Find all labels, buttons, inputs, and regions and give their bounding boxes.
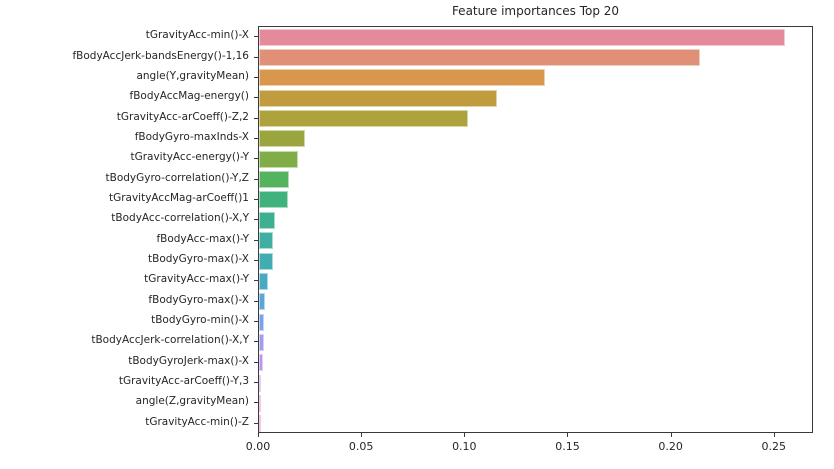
y-tick-label: fBodyAcc-max()-Y bbox=[156, 232, 249, 245]
y-tick-mark bbox=[254, 198, 258, 200]
y-tick-mark bbox=[254, 137, 258, 139]
bar-tGravityAccMag-arCoeff()1 bbox=[259, 191, 288, 209]
bar-fBodyAcc-max()-Y bbox=[259, 232, 274, 250]
x-tick-mark bbox=[464, 433, 466, 437]
x-tick-mark bbox=[773, 433, 775, 437]
bar-tGravityAcc-arCoeff()-Z,2 bbox=[259, 110, 468, 128]
bar-tGravityAcc-energy()-Y bbox=[259, 150, 298, 168]
y-tick-label: tGravityAcc-arCoeff()-Y,3 bbox=[118, 375, 249, 388]
bar-tGravityAcc-min()-Z bbox=[259, 415, 261, 433]
y-tick-mark bbox=[254, 158, 258, 160]
bar-fBodyAccJerk-bandsEnergy()-1,16 bbox=[259, 49, 700, 67]
y-tick-label: tGravityAccMag-arCoeff()1 bbox=[108, 191, 249, 204]
x-tick-label: 0.05 bbox=[348, 440, 374, 453]
bar-tBodyAcc-correlation()-X,Y bbox=[259, 211, 276, 229]
bar-fBodyAccMag-energy() bbox=[259, 89, 497, 107]
y-tick-label: tBodyAcc-correlation()-X,Y bbox=[111, 212, 249, 225]
y-tick-mark bbox=[254, 321, 258, 323]
x-tick-label: 0.20 bbox=[658, 440, 683, 453]
y-tick-mark bbox=[254, 422, 258, 424]
y-tick-mark bbox=[254, 382, 258, 384]
y-tick-label: fBodyAccMag-energy() bbox=[129, 90, 249, 103]
bar-tGravityAcc-min()-X bbox=[259, 28, 785, 46]
x-tick-label: 0.25 bbox=[761, 440, 787, 453]
y-tick-mark bbox=[254, 341, 258, 343]
x-tick-mark bbox=[361, 433, 363, 437]
y-tick-label: angle(Z,gravityMean) bbox=[135, 395, 249, 408]
y-tick-label: angle(Y,gravityMean) bbox=[136, 69, 249, 82]
plot-area bbox=[258, 26, 813, 433]
y-tick-label: tBodyGyroJerk-max()-X bbox=[128, 354, 249, 367]
chart-title: Feature importances Top 20 bbox=[451, 4, 620, 18]
bar-tBodyGyro-correlation()-Y,Z bbox=[259, 171, 290, 189]
bar-tBodyGyro-max()-X bbox=[259, 252, 274, 270]
y-tick-mark bbox=[254, 300, 258, 302]
x-tick-label: 0.15 bbox=[555, 440, 580, 453]
bar-fBodyGyro-maxInds-X bbox=[259, 130, 305, 148]
y-tick-mark bbox=[254, 178, 258, 180]
y-tick-label: tGravityAcc-arCoeff()-Z,2 bbox=[116, 110, 249, 123]
y-tick-mark bbox=[254, 260, 258, 262]
y-tick-label: tGravityAcc-min()-X bbox=[145, 29, 249, 42]
y-tick-mark bbox=[254, 76, 258, 78]
bar-tBodyAccJerk-correlation()-X,Y bbox=[259, 333, 265, 351]
y-tick-label: fBodyAccJerk-bandsEnergy()-1,16 bbox=[72, 49, 249, 62]
y-tick-mark bbox=[254, 402, 258, 404]
y-tick-label: tBodyGyro-correlation()-Y,Z bbox=[105, 171, 250, 184]
x-tick-mark bbox=[258, 433, 259, 437]
bar-tGravityAcc-arCoeff()-Y,3 bbox=[259, 374, 262, 392]
x-tick-label: 0.10 bbox=[452, 440, 477, 453]
y-tick-mark bbox=[254, 56, 258, 58]
y-tick-label: tGravityAcc-min()-Z bbox=[145, 415, 249, 428]
bar-tBodyGyro-min()-X bbox=[259, 313, 265, 331]
y-tick-mark bbox=[254, 97, 258, 99]
y-tick-mark bbox=[254, 117, 258, 119]
x-tick-mark bbox=[567, 433, 569, 437]
y-tick-mark bbox=[254, 280, 258, 282]
y-tick-label: tBodyGyro-max()-X bbox=[148, 253, 249, 266]
y-tick-label: tGravityAcc-max()-Y bbox=[144, 273, 249, 286]
y-tick-mark bbox=[254, 219, 258, 221]
y-tick-label: fBodyGyro-maxInds-X bbox=[134, 130, 249, 143]
y-tick-label: tBodyAccJerk-correlation()-X,Y bbox=[91, 334, 249, 347]
x-tick-label: 0.00 bbox=[245, 440, 271, 453]
y-tick-label: tGravityAcc-energy()-Y bbox=[130, 151, 249, 164]
y-tick-mark bbox=[254, 361, 258, 363]
y-tick-label: fBodyGyro-max()-X bbox=[148, 293, 249, 306]
bar-angle(Y,gravityMean) bbox=[259, 69, 545, 87]
bar-tGravityAcc-max()-Y bbox=[259, 272, 269, 290]
y-tick-mark bbox=[254, 36, 258, 38]
bar-fBodyGyro-max()-X bbox=[259, 293, 266, 311]
bar-angle(Z,gravityMean) bbox=[259, 394, 261, 412]
x-tick-mark bbox=[670, 433, 672, 437]
bar-tBodyGyroJerk-max()-X bbox=[259, 354, 263, 372]
y-tick-label: tBodyGyro-min()-X bbox=[151, 314, 249, 327]
y-tick-mark bbox=[254, 239, 258, 241]
